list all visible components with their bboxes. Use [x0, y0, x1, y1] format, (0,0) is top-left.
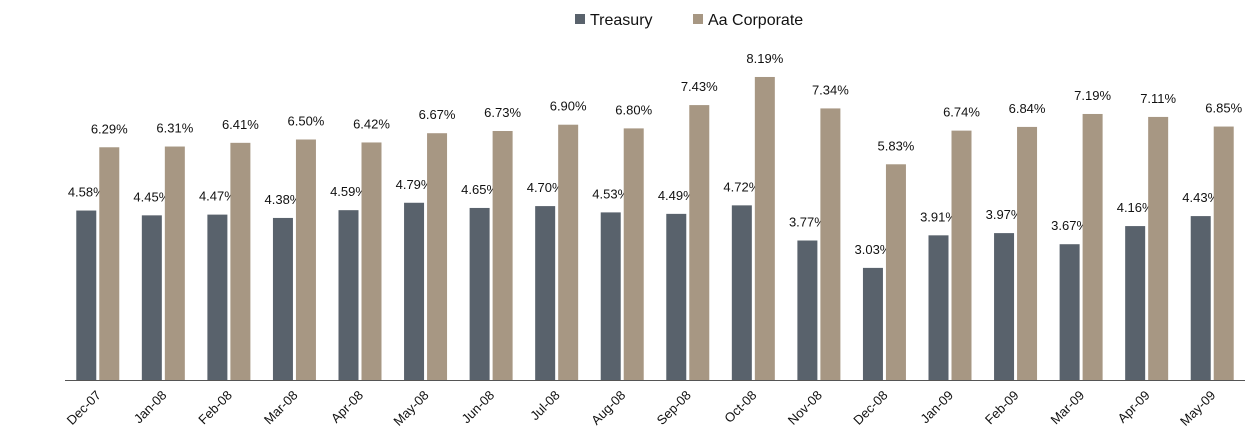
data-label: 4.72%: [723, 179, 760, 194]
x-tick-label: Sep-08: [654, 388, 694, 428]
bar: [427, 133, 448, 380]
bar: [1017, 126, 1038, 380]
bar: [862, 267, 883, 380]
x-tick-label: Jul-08: [527, 388, 563, 424]
bar: [207, 214, 228, 380]
bar: [338, 210, 359, 380]
legend-label: Aa Corporate: [708, 12, 803, 29]
bar: [1190, 216, 1211, 380]
bar: [295, 139, 316, 380]
data-label: 6.85%: [1205, 101, 1242, 116]
bar: [689, 105, 710, 380]
bar: [797, 240, 818, 380]
x-tick-label: Mar-09: [1048, 388, 1088, 428]
bar: [404, 202, 425, 380]
data-label: 6.31%: [156, 121, 193, 136]
bar: [1213, 126, 1234, 380]
bar: [666, 213, 687, 380]
data-label: 6.41%: [222, 117, 259, 132]
bar: [600, 212, 621, 380]
bar: [535, 206, 556, 380]
x-tick-label: Dec-07: [64, 388, 104, 428]
x-tick-label: May-08: [390, 388, 431, 429]
legend-swatch: [575, 14, 585, 24]
bar: [885, 164, 906, 380]
bar: [1082, 113, 1103, 380]
bar: [99, 147, 120, 380]
x-tick-label: Apr-09: [1115, 388, 1153, 426]
legend-label: Treasury: [590, 12, 653, 29]
bar: [820, 108, 841, 381]
data-label: 4.45%: [133, 189, 170, 204]
bar: [1059, 244, 1080, 380]
data-label: 4.58%: [68, 185, 105, 200]
data-label: 6.29%: [91, 121, 128, 136]
x-tick-label: Mar-08: [261, 388, 301, 428]
x-tick-label: May-09: [1177, 388, 1218, 429]
data-label: 3.77%: [789, 215, 826, 230]
data-label: 6.73%: [484, 105, 521, 120]
data-label: 6.67%: [419, 107, 456, 122]
x-tick-label: Dec-08: [850, 388, 890, 428]
bar: [141, 215, 162, 380]
x-tick-label: Jan-09: [917, 388, 956, 427]
bar: [994, 233, 1015, 380]
bar: [230, 142, 251, 380]
data-label: 6.42%: [353, 116, 390, 131]
data-label: 8.19%: [746, 51, 783, 66]
bar: [754, 76, 775, 380]
data-label: 3.03%: [855, 242, 892, 257]
data-label: 6.74%: [943, 105, 980, 120]
x-tick-label: Aug-08: [588, 388, 628, 428]
data-label: 7.11%: [1140, 91, 1176, 106]
bar: [1125, 226, 1146, 380]
bar: [558, 124, 579, 380]
bar: [928, 235, 949, 380]
bar: [272, 217, 293, 380]
x-tick-label: Oct-08: [721, 388, 759, 426]
x-tick-label: Nov-08: [785, 388, 825, 428]
x-tick-label: Feb-09: [982, 388, 1022, 428]
data-label: 4.53%: [592, 186, 629, 201]
x-tick-label: Feb-08: [195, 388, 235, 428]
bar: [492, 130, 513, 380]
data-label: 6.84%: [1009, 101, 1046, 116]
bar: [361, 142, 382, 380]
bar: [731, 205, 752, 380]
data-label: 6.90%: [550, 99, 587, 114]
data-label: 4.59%: [330, 184, 367, 199]
data-label: 5.83%: [878, 138, 915, 153]
legend-swatch: [693, 14, 703, 24]
data-label: 7.19%: [1074, 88, 1111, 103]
x-tick-label: Apr-08: [328, 388, 366, 426]
data-label: 3.67%: [1051, 218, 1088, 233]
data-label: 4.38%: [265, 192, 302, 207]
data-label: 4.49%: [658, 188, 695, 203]
data-label: 6.50%: [288, 114, 325, 129]
data-label: 7.34%: [812, 82, 849, 97]
data-label: 3.91%: [920, 209, 957, 224]
x-tick-label: Jun-08: [459, 388, 498, 427]
bar: [951, 130, 972, 380]
data-label: 3.97%: [986, 207, 1023, 222]
data-label: 7.43%: [681, 79, 718, 94]
data-label: 4.70%: [527, 180, 564, 195]
data-label: 4.43%: [1182, 190, 1219, 205]
data-label: 4.79%: [396, 177, 433, 192]
data-label: 4.47%: [199, 189, 236, 204]
data-label: 4.16%: [1117, 200, 1154, 215]
bar: [164, 146, 185, 380]
bar: [1148, 116, 1169, 381]
data-label: 6.80%: [615, 102, 652, 117]
x-tick-label: Jan-08: [131, 388, 170, 427]
bar: [623, 128, 644, 380]
bar: [76, 210, 97, 380]
bar: [469, 207, 490, 380]
data-label: 4.65%: [461, 182, 498, 197]
